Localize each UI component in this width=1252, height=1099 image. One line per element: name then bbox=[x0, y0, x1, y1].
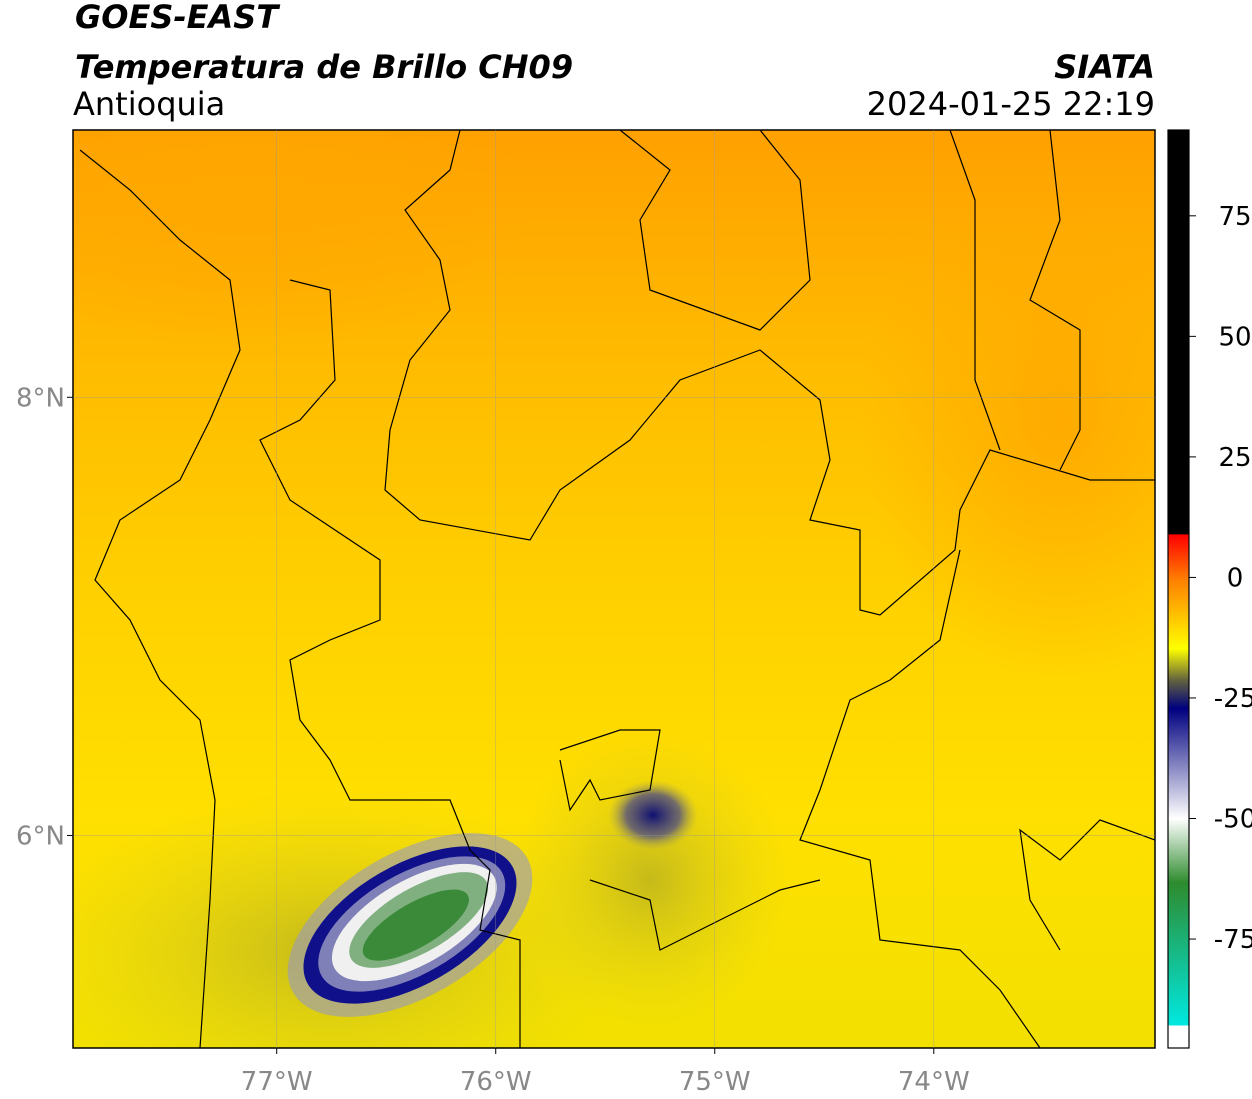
colorbar-label: 25 bbox=[1218, 443, 1251, 473]
colorbar-label: -50 bbox=[1214, 805, 1252, 835]
timestamp: 2024-01-25 22:19 bbox=[867, 85, 1155, 123]
colorbar-label: -25 bbox=[1214, 684, 1252, 714]
colorbar-label: -75 bbox=[1214, 925, 1252, 955]
storm-cell bbox=[287, 833, 533, 1017]
subtitle: Temperatura de Brillo CH09 bbox=[75, 48, 573, 86]
colorbar-label: 75 bbox=[1218, 202, 1251, 232]
map-field bbox=[73, 130, 1155, 1048]
lat-label: 8°N bbox=[16, 383, 65, 413]
boundaries bbox=[79, 130, 1155, 1048]
region: Antioquia bbox=[73, 85, 225, 123]
lon-label: 74°W bbox=[898, 1067, 970, 1097]
map-frame bbox=[72, 129, 1156, 1049]
warm-area bbox=[860, 160, 1155, 680]
colorbar bbox=[1167, 129, 1190, 1049]
lon-label: 76°W bbox=[460, 1067, 532, 1097]
colorbar-label: 0 bbox=[1227, 563, 1244, 593]
lon-label: 77°W bbox=[241, 1067, 313, 1097]
title: GOES-EAST bbox=[75, 0, 280, 36]
colorbar-label: 50 bbox=[1218, 322, 1251, 352]
warm-area bbox=[73, 130, 530, 350]
cool-area bbox=[510, 730, 790, 1030]
cloud-cell bbox=[608, 780, 698, 850]
lat-label: 6°N bbox=[16, 821, 65, 851]
lon-label: 75°W bbox=[679, 1067, 751, 1097]
source: SIATA bbox=[1054, 48, 1155, 86]
